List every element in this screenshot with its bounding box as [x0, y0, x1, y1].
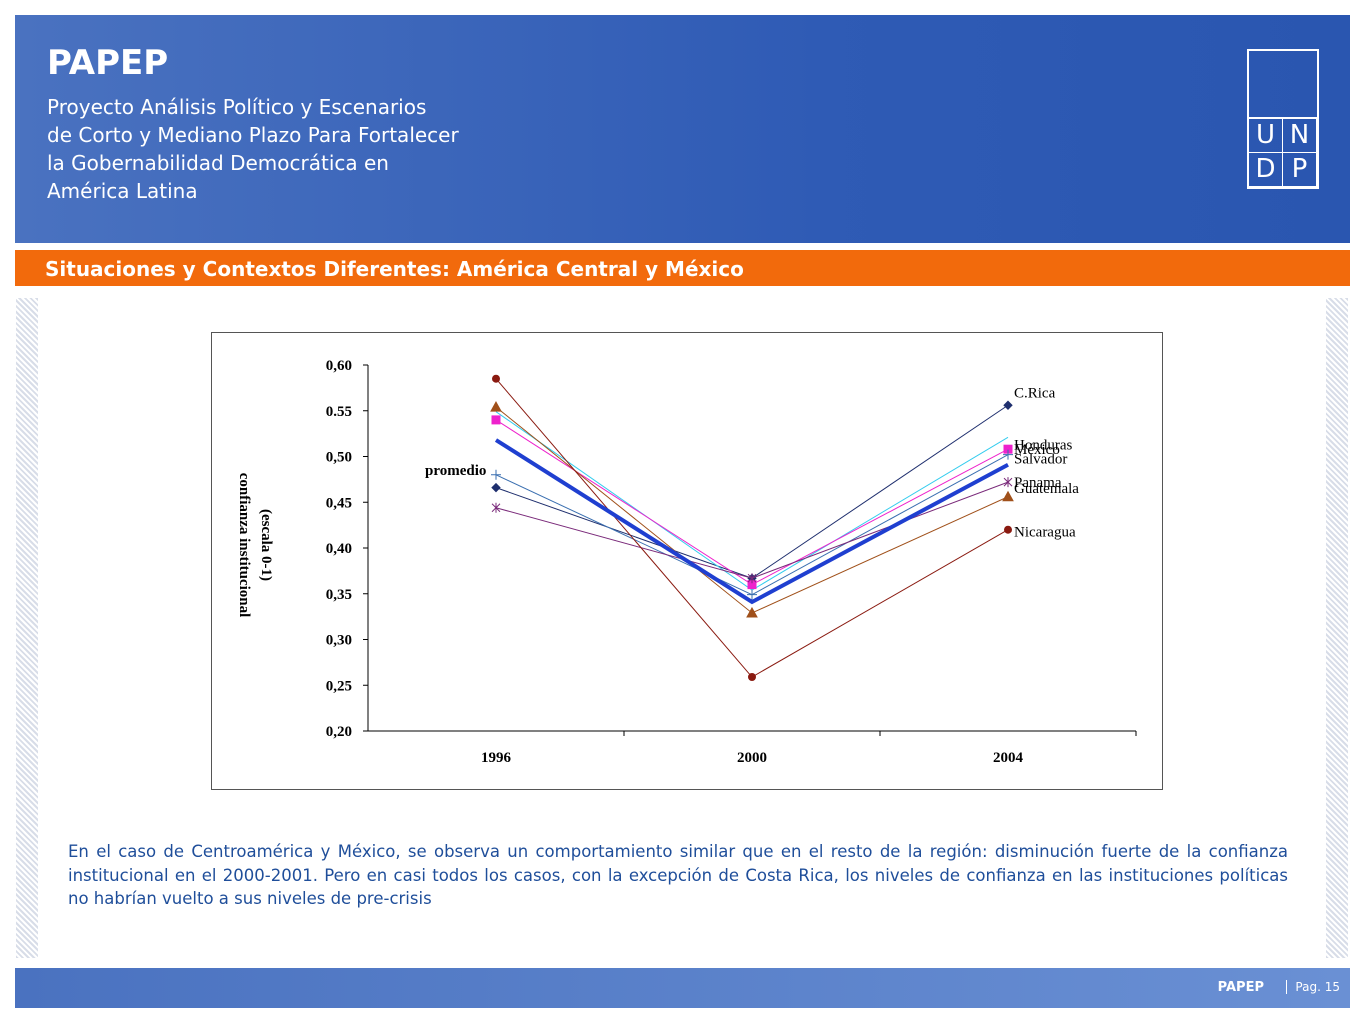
letter: D [1249, 153, 1283, 187]
y-tick-label: 0,25 [326, 678, 352, 694]
y-axis-label: confianza institucional [236, 473, 252, 618]
series-line [495, 378, 1009, 678]
x-tick-label: 2004 [993, 750, 1024, 766]
series-line [494, 438, 1009, 605]
y-tick-label: 0,30 [326, 633, 352, 649]
series-label: Guatemala [1014, 481, 1079, 497]
logo: U N D P [1247, 49, 1319, 189]
globe [1249, 51, 1317, 119]
line: de Corto y Mediano Plazo Para Fortalecer [47, 123, 459, 147]
line: América Latina [47, 179, 198, 203]
line: la Gobernabilidad Democrática en [47, 151, 389, 175]
series-label: México [1014, 442, 1060, 458]
y-tick-label: 0,45 [326, 495, 352, 511]
marker [1004, 525, 1012, 534]
y-tick-label: 0,20 [326, 724, 352, 740]
marker [491, 502, 501, 513]
marker [746, 606, 758, 618]
y-tick-label: 0,50 [326, 450, 352, 466]
letter: P [1283, 153, 1317, 187]
marker [491, 415, 501, 425]
marker [1002, 490, 1014, 502]
y-tick-label: 0,40 [326, 541, 352, 557]
body-text: En el caso de Centroamérica y México, se… [68, 842, 1288, 908]
series-label: Panama [1014, 475, 1062, 491]
chart-frame [211, 332, 1163, 790]
marker [748, 673, 756, 682]
section-title: Situaciones y Contextos Diferentes: Amér… [15, 250, 1350, 286]
marker [1003, 449, 1013, 460]
series-label: C.Rica [1014, 385, 1056, 401]
border [1326, 298, 1348, 958]
marker [747, 573, 757, 584]
y-tick-label: 0,60 [326, 358, 352, 374]
series-label: Nicaragua [1014, 525, 1076, 541]
series-label: promedio [425, 463, 486, 479]
marker [1003, 477, 1013, 488]
marker [1003, 400, 1013, 410]
marker [490, 401, 502, 412]
series-line [495, 404, 1009, 579]
x-tick-label: 1996 [481, 750, 512, 766]
footer-brand: PAPEP [1217, 980, 1264, 995]
series-line [495, 411, 1009, 591]
letter: U [1249, 119, 1283, 153]
marker [747, 589, 757, 600]
brand: PAPEP [47, 43, 169, 83]
series-line [495, 419, 1009, 586]
y-axis-label: (escala 0-1) [258, 509, 274, 581]
series-label: Salvador [1014, 452, 1067, 468]
marker [491, 482, 501, 493]
line: Proyecto Análisis Político y Escenarios [47, 95, 427, 119]
footer: PAPEP Pag. 15 [15, 968, 1350, 1008]
series-label: Honduras [1014, 437, 1072, 453]
x-tick-label: 2000 [737, 750, 767, 766]
y-tick-label: 0.55 [326, 404, 352, 420]
page-number: Pag. 15 [1286, 980, 1340, 994]
marker [491, 469, 501, 480]
y-tick-label: 0,35 [326, 587, 352, 603]
header: PAPEP Proyecto Análisis Político y Escen… [15, 15, 1350, 243]
border [16, 298, 38, 958]
letter: N [1283, 119, 1317, 153]
marker [492, 374, 500, 383]
header-text: Proyecto Análisis Político y Escenarios … [47, 93, 459, 205]
